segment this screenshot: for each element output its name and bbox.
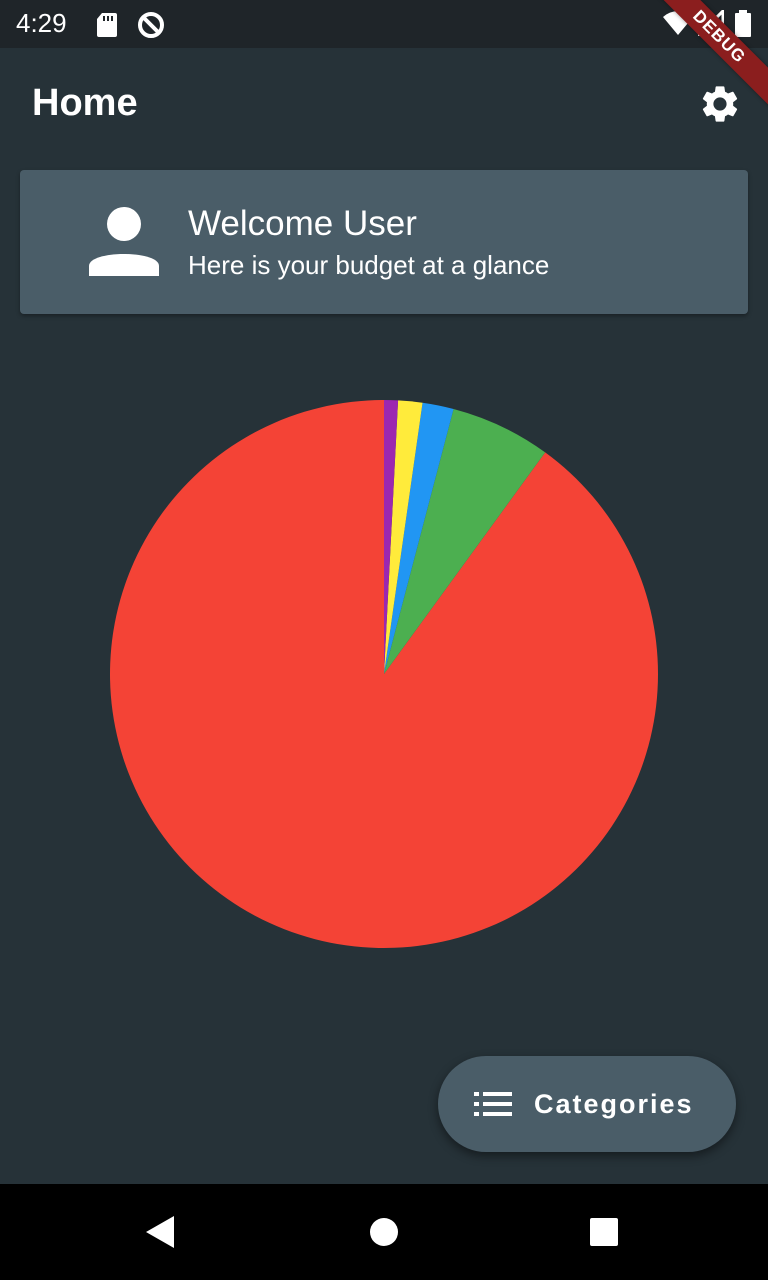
welcome-subtitle: Here is your budget at a glance [188,250,550,280]
app-bar: Home [0,48,768,160]
recents-square-icon [590,1218,618,1246]
back-triangle-icon [146,1216,174,1248]
status-bar: 4:29 [0,0,768,48]
pie-slice-4 [384,400,423,674]
pie-slice-2 [384,408,546,674]
data-saver-icon [138,12,164,38]
sd-card-icon [97,13,117,37]
status-time: 4:29 [16,8,67,38]
welcome-card: Welcome User Here is your budget at a gl… [20,170,748,314]
page-title: Home [32,82,138,124]
categories-label: Categories [534,1088,694,1119]
pie-slice-3 [384,402,454,674]
categories-button[interactable]: Categories [438,1056,736,1152]
home-circle-icon [370,1218,398,1246]
recents-button[interactable] [574,1202,634,1262]
list-icon [474,1092,512,1116]
pie-slice-5 [384,400,399,674]
settings-button[interactable] [692,76,748,132]
home-button[interactable] [354,1202,414,1262]
battery-icon [735,10,751,37]
gear-icon [702,86,738,122]
person-icon [89,207,159,276]
system-nav-bar [0,1184,768,1280]
budget-pie-chart [108,398,660,950]
welcome-title: Welcome User [188,204,417,243]
back-button[interactable] [130,1202,190,1262]
pie-chart-svg [109,400,659,948]
